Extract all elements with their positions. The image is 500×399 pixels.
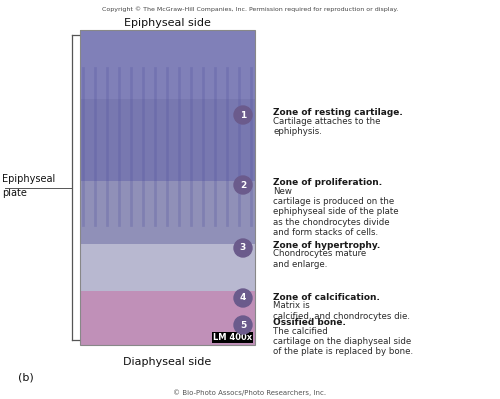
Text: Zone of proliferation.: Zone of proliferation. [273,178,382,187]
Bar [80,99,255,181]
Text: The calcified
cartilage on the diaphyseal side
of the plate is replaced by bone.: The calcified cartilage on the diaphysea… [273,326,413,356]
Circle shape [234,239,252,257]
Bar [80,181,255,244]
Circle shape [234,106,252,124]
Text: Diaphyseal side: Diaphyseal side [124,357,212,367]
Text: plate: plate [2,188,27,198]
Text: Matrix is
calcified, and chondrocytes die.: Matrix is calcified, and chondrocytes di… [273,302,410,321]
Text: 1: 1 [240,111,246,119]
Bar [80,244,255,291]
Text: Copyright © The McGraw-Hill Companies, Inc. Permission required for reproduction: Copyright © The McGraw-Hill Companies, I… [102,6,398,12]
Text: (b): (b) [18,373,34,383]
Text: LM 400x: LM 400x [213,333,252,342]
Text: Cartilage attaches to the
ephiphysis.: Cartilage attaches to the ephiphysis. [273,117,380,136]
Text: Chondrocytes mature
and enlarge.: Chondrocytes mature and enlarge. [273,249,366,269]
Text: © Bio-Photo Assocs/Photo Researchers, Inc.: © Bio-Photo Assocs/Photo Researchers, In… [174,389,326,396]
Text: 4: 4 [240,294,246,302]
Text: Zone of calcification.: Zone of calcification. [273,293,380,302]
Text: Zone of hypertrophy.: Zone of hypertrophy. [273,241,380,250]
Circle shape [234,316,252,334]
Text: Zone of resting cartilage.: Zone of resting cartilage. [273,108,403,117]
Circle shape [234,289,252,307]
Text: 3: 3 [240,243,246,253]
Text: Epiphyseal side: Epiphyseal side [124,18,211,28]
Text: 2: 2 [240,180,246,190]
Text: 5: 5 [240,320,246,330]
Circle shape [234,176,252,194]
Bar [80,291,255,345]
Text: New
cartilage is produced on the
ephiphyseal side of the plate
as the chondrocyt: New cartilage is produced on the ephiphy… [273,186,398,237]
Text: Epiphyseal: Epiphyseal [2,174,55,184]
Bar [80,30,255,99]
Bar [80,30,255,345]
Text: Ossified bone.: Ossified bone. [273,318,346,327]
